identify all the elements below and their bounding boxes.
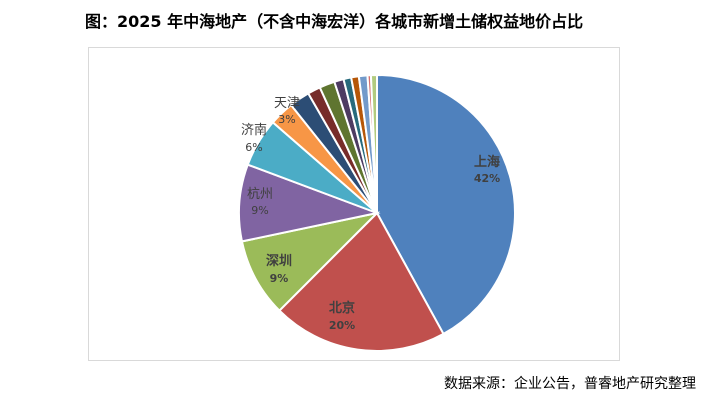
slice-label: 天津 xyxy=(274,96,300,111)
chart-area: 上海 42% 北京 20% 深圳 9% 杭州 9% 济南 6% 天津 3% xyxy=(88,47,620,361)
pie-slice-北京 xyxy=(278,211,445,352)
slice-percent: 6% xyxy=(245,141,262,154)
slice-percent: 9% xyxy=(270,272,289,285)
pie-labels: 上海 42% 北京 20% 深圳 9% 杭州 9% 济南 6% 天津 3% xyxy=(241,96,500,332)
slice-percent: 20% xyxy=(329,319,355,332)
slice-label: 济南 xyxy=(241,122,267,138)
pie-slice-深圳 xyxy=(240,211,381,312)
slice-label: 深圳 xyxy=(266,253,292,269)
slice-percent: 9% xyxy=(251,204,268,217)
source-note: 数据来源：企业公告，普睿地产研究整理 xyxy=(444,376,696,392)
slice-label: 杭州 xyxy=(247,187,273,202)
pie-slice-上海 xyxy=(376,73,516,336)
chart-title: 图：2025 年中海地产（不含中海宏洋）各城市新增土储权益地价占比 xyxy=(85,12,584,31)
slice-percent: 3% xyxy=(278,113,295,126)
slice-label: 北京 xyxy=(329,300,355,316)
slice-label: 上海 xyxy=(474,154,500,170)
pie-chart: 上海 42% 北京 20% 深圳 9% 杭州 9% 济南 6% 天津 3% xyxy=(238,73,516,352)
pie-slice-other-14 xyxy=(369,73,378,214)
pie-slices xyxy=(238,73,516,352)
slice-percent: 42% xyxy=(474,172,500,185)
